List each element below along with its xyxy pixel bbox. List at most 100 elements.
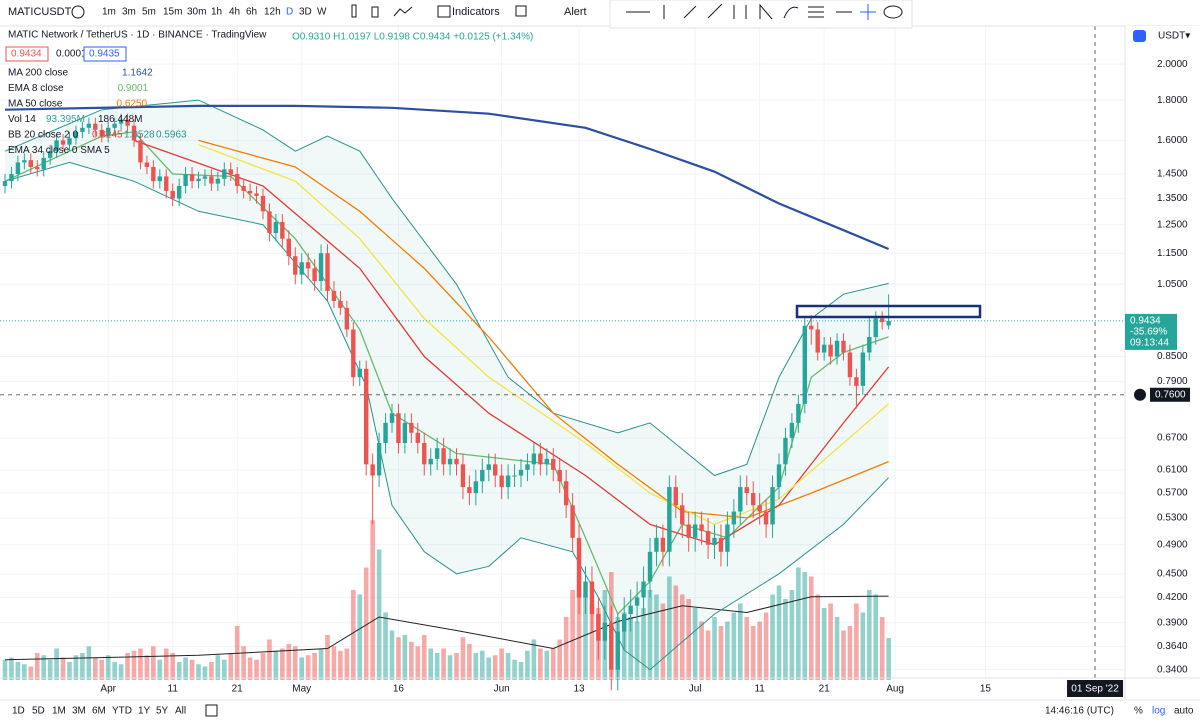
- candle-body: [763, 511, 769, 525]
- volume-bar: [344, 648, 350, 680]
- volume-bar: [209, 662, 214, 680]
- range-button[interactable]: 6M: [92, 706, 106, 717]
- candle-body: [402, 422, 408, 443]
- volume-bar: [370, 520, 375, 680]
- indicators-button[interactable]: Indicators: [452, 6, 500, 18]
- percent-toggle[interactable]: %: [1134, 706, 1143, 717]
- interval-button[interactable]: D: [286, 7, 293, 18]
- volume-bar: [376, 549, 382, 680]
- toolbar: [0, 0, 1200, 26]
- volume-bar: [673, 585, 679, 680]
- volume-bar: [634, 621, 640, 680]
- interval-button[interactable]: 3m: [122, 7, 136, 18]
- candle-body: [9, 174, 14, 182]
- volume-bar: [396, 637, 401, 680]
- volume-bar: [280, 648, 285, 680]
- candle-body: [80, 127, 85, 132]
- volume-bar: [254, 659, 259, 680]
- currency[interactable]: USDT▾: [1158, 31, 1190, 42]
- volume-bar: [692, 608, 698, 680]
- volume-bar: [789, 590, 795, 680]
- candle-body: [389, 413, 395, 423]
- range-button[interactable]: All: [175, 706, 186, 717]
- interval-button[interactable]: 12h: [264, 7, 281, 18]
- volume-bar: [28, 666, 34, 680]
- alert-button[interactable]: Alert: [564, 6, 587, 18]
- interval-button[interactable]: 15m: [163, 7, 182, 18]
- candle-body: [634, 597, 640, 606]
- candle-body: [563, 481, 569, 506]
- candle-body: [847, 352, 853, 378]
- interval-button[interactable]: 30m: [187, 7, 206, 18]
- interval-button[interactable]: 1m: [102, 7, 116, 18]
- volume-bar: [292, 646, 298, 680]
- legend-name: Vol 14: [8, 114, 36, 125]
- range-button[interactable]: 1Y: [138, 706, 151, 717]
- candle-body: [41, 157, 46, 170]
- range-button[interactable]: YTD: [112, 706, 132, 717]
- candle-body: [454, 458, 459, 465]
- candle-body: [525, 464, 530, 470]
- compare-button[interactable]: [71, 5, 85, 19]
- add-alert-button[interactable]: [1134, 388, 1146, 401]
- range-button[interactable]: 5Y: [156, 706, 169, 717]
- axis-settings[interactable]: [1133, 30, 1146, 42]
- interval-button[interactable]: 5m: [142, 7, 156, 18]
- legend-title: MATIC Network / TetherUS · 1D · BINANCE …: [8, 30, 267, 41]
- buy-price[interactable]: 0.9435: [89, 49, 120, 60]
- candle-body: [357, 368, 362, 378]
- candle-body: [505, 475, 511, 488]
- volume-bar: [86, 646, 92, 680]
- interval-button[interactable]: 1h: [211, 7, 222, 18]
- y-tick-label: 0.8500: [1157, 351, 1188, 362]
- date-range-button[interactable]: [205, 704, 218, 717]
- candle-body: [867, 336, 872, 353]
- bb-band-line: [4, 161, 889, 671]
- candle-body: [247, 190, 253, 194]
- candle-body: [493, 464, 498, 476]
- range-button[interactable]: 1D: [12, 706, 25, 717]
- x-tick-label: 11: [754, 684, 765, 695]
- volume-bar: [867, 590, 872, 680]
- log-toggle[interactable]: log: [1152, 706, 1165, 717]
- candle-body: [686, 524, 691, 538]
- auto-toggle[interactable]: auto: [1174, 706, 1194, 717]
- crosshair-x-label: 01 Sep '22: [1071, 684, 1119, 695]
- volume-bar: [525, 650, 530, 680]
- volume-bar: [99, 659, 105, 680]
- volume-bar: [189, 659, 195, 680]
- candle-body: [841, 340, 846, 353]
- candle-body: [267, 211, 272, 234]
- range-button[interactable]: 1M: [52, 706, 66, 717]
- buy-box[interactable]: [83, 46, 127, 62]
- volume-bar: [67, 662, 72, 680]
- candle-body: [35, 167, 40, 170]
- interval-button[interactable]: W: [317, 7, 327, 18]
- sell-price[interactable]: 0.9434: [11, 49, 42, 60]
- volume-bar: [447, 655, 453, 680]
- candle-body: [331, 290, 337, 301]
- volume-bar: [22, 664, 27, 680]
- sell-box[interactable]: [5, 46, 49, 62]
- interval-button[interactable]: 6h: [246, 7, 257, 18]
- y-tick-label: 0.5300: [1157, 513, 1188, 524]
- crosshair-y-box: [1150, 387, 1190, 402]
- interval-button[interactable]: 4h: [229, 7, 240, 18]
- volume-bar: [415, 646, 421, 680]
- volume-bar: [550, 648, 556, 680]
- symbol[interactable]: MATICUSDT: [8, 6, 72, 18]
- candle-body: [886, 320, 891, 326]
- volume-bar: [512, 659, 517, 680]
- volume-bar: [589, 603, 595, 680]
- candle-body: [538, 453, 543, 465]
- volume-bar: [54, 648, 59, 680]
- templates-button[interactable]: [515, 5, 527, 17]
- axis-labels: 2.0000 1.8000 1.6000 1.4500 1.3500 1.2500 1.15…: [100, 59, 1190, 697]
- range-button[interactable]: 5D: [32, 706, 45, 717]
- candle-body: [576, 537, 582, 598]
- range-button[interactable]: 3M: [72, 706, 86, 717]
- candle-body: [460, 464, 466, 488]
- interval-button[interactable]: 3D: [299, 7, 312, 18]
- drawn-zone[interactable]: [795, 304, 982, 319]
- candle-body: [512, 475, 517, 477]
